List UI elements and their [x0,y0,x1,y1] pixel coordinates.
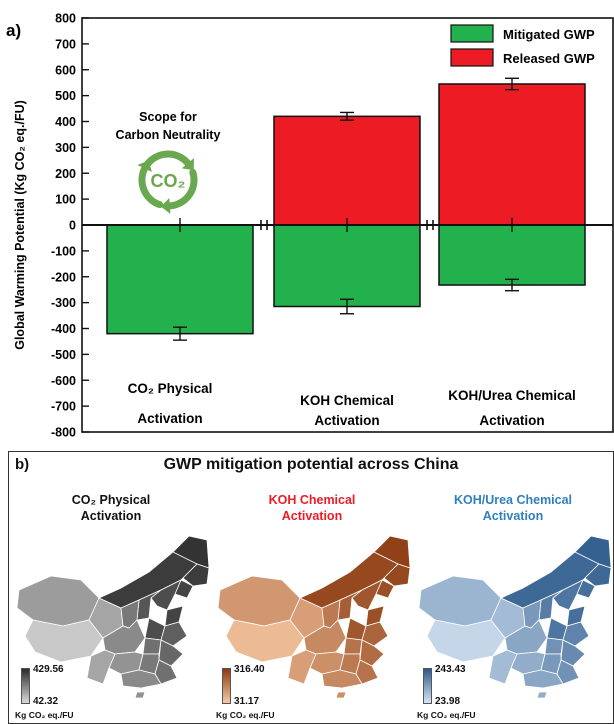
annotation-line2: Carbon Neutrality [116,128,221,142]
y-tick-label: -500 [51,348,76,362]
color-scale-bar [21,668,30,704]
panel-a: a) 800 700 600 500 400 300 200 100 0 -100 -200 -300 -… [6,12,614,440]
category-label: KOH Chemical [300,393,394,408]
province-region [217,575,301,627]
map-koh-chemical: KOH Chemical Activation 316.40 31.17 Kg … [212,492,412,722]
y-axis-label: Global Warming Potential (Kg CO₂ eq./FU) [13,100,27,350]
legend-label: Released GWP [503,51,595,66]
province-region [16,575,100,627]
scale-max-label: 243.43 [435,664,466,675]
scale-min-label: 23.98 [435,696,461,707]
bar [106,224,254,335]
province-region [321,669,363,689]
province-region [154,659,178,685]
province-region [287,649,317,685]
category-label: Activation [479,413,544,428]
gwp-bar-chart: a) 800 700 600 500 400 300 200 100 0 -100 -200 -300 -… [6,12,614,440]
bar [273,115,421,226]
co2-cycle-icon: CO₂ [151,171,186,191]
province-region [335,691,347,698]
province-region [574,535,612,569]
province-region [160,621,188,647]
y-tick-label: 700 [55,37,76,51]
panel-a-label: a) [6,21,21,40]
y-tick-label: 200 [55,167,76,181]
province-region [488,649,518,685]
y-tick-label: 0 [69,219,76,233]
province-region [373,535,411,569]
province-region [86,649,116,685]
bar [273,224,421,308]
province-region [355,659,379,685]
panel-b-title: GWP mitigation potential across China [163,456,459,473]
map-co2-physical: CO₂ Physical Activation 429.56 42.32 Kg … [11,492,211,722]
color-scale-bar [222,668,231,704]
map-koh-urea-chemical: KOH/Urea Chemical Activation 243.43 23.9… [413,492,613,722]
scale-unit-label: Kg CO₂ eq./FU [417,710,476,720]
co2-cycle-arrow [166,168,198,210]
province-region [361,621,389,647]
province-region [172,535,210,569]
co2-cycle-arrowhead [160,197,171,214]
y-tick-label: 600 [55,63,76,77]
y-tick-label: 300 [55,141,76,155]
map-title: KOH Chemical Activation [268,493,356,523]
y-tick-label: -400 [51,322,76,336]
color-scale-bar [423,668,432,704]
scale-unit-label: Kg CO₂ eq./FU [15,710,74,720]
china-map [16,535,210,698]
y-tick-label: -200 [51,270,76,284]
province-region [544,637,564,655]
co2-cycle-arrow [142,150,192,171]
y-tick-label: 800 [55,12,76,26]
province-region [556,659,580,685]
co2-cycle-arrowhead [137,160,152,173]
legend-swatch [450,24,494,43]
y-tick-label: -100 [51,244,76,258]
category-label: Activation [137,411,202,426]
y-tick-label: -800 [51,426,76,440]
province-region [383,563,411,587]
scale-min-label: 42.32 [33,696,59,707]
category-label: CO₂ Physical [128,381,213,396]
province-region [142,637,162,655]
bar [438,224,586,286]
legend-label: Mitigated GWP [503,27,595,42]
y-tick-label: -700 [51,400,76,414]
province-region [522,669,564,689]
category-label: Activation [314,413,379,428]
y-tick-label: 400 [55,115,76,129]
category-label: KOH/Urea Chemical [448,388,576,403]
co2-cycle-arrow [138,164,164,209]
scale-unit-label: Kg CO₂ eq./FU [216,710,275,720]
province-region [343,637,363,655]
province-region [134,691,146,698]
y-tick-label: -300 [51,296,76,310]
y-tick-label: 500 [55,89,76,103]
panel-b: b) GWP mitigation potential across China… [8,451,614,724]
province-region [584,563,612,587]
co2-cycle-arrowhead [181,158,195,171]
legend-swatch [450,48,494,67]
y-tick-label: -600 [51,374,76,388]
province-region [120,669,162,689]
bar [438,83,586,226]
scale-max-label: 429.56 [33,664,64,675]
y-tick-label: 100 [55,193,76,207]
scale-min-label: 31.17 [234,696,260,707]
province-region [562,621,590,647]
panel-b-label: b) [15,456,30,473]
map-title: CO₂ Physical Activation [71,493,151,523]
map-title: KOH/Urea Chemical Activation [453,493,573,523]
scale-max-label: 316.40 [234,664,265,675]
annotation-line1: Scope for [139,110,197,124]
china-map [217,535,411,698]
province-region [536,691,548,698]
province-region [418,575,502,627]
china-map [418,535,612,698]
province-region [182,563,210,587]
